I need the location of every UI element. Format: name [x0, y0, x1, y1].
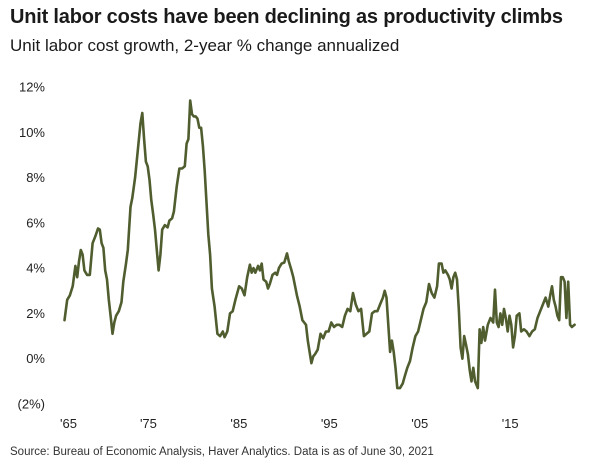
series-group [63, 99, 576, 390]
y-tick-label: 10% [19, 125, 45, 140]
x-tick-label: '15 [502, 416, 519, 431]
y-tick-label: (2%) [18, 397, 45, 412]
x-tick-label: '75 [140, 416, 157, 431]
x-tick-label: '95 [321, 416, 338, 431]
x-axis-ticks: '65 '75 '85 '95 '05 '15 [60, 416, 519, 431]
chart-subtitle: Unit labor cost growth, 2-year % change … [10, 36, 400, 55]
y-tick-label: 6% [26, 215, 45, 230]
x-tick-label: '85 [230, 416, 247, 431]
y-tick-label: 0% [26, 351, 45, 366]
series-line-unit-labor-cost-growth [63, 99, 576, 390]
y-tick-label: 12% [19, 80, 45, 95]
y-tick-label: 4% [26, 261, 45, 276]
y-tick-label: 8% [26, 170, 45, 185]
y-axis-ticks: 12% 10% 8% 6% 4% 2% 0% (2%) [18, 80, 46, 412]
chart-title: Unit labor costs have been declining as … [10, 6, 563, 28]
x-tick-label: '65 [60, 416, 77, 431]
x-tick-label: '05 [411, 416, 428, 431]
y-tick-label: 2% [26, 306, 45, 321]
source-note: Source: Bureau of Economic Analysis, Hav… [10, 446, 434, 458]
